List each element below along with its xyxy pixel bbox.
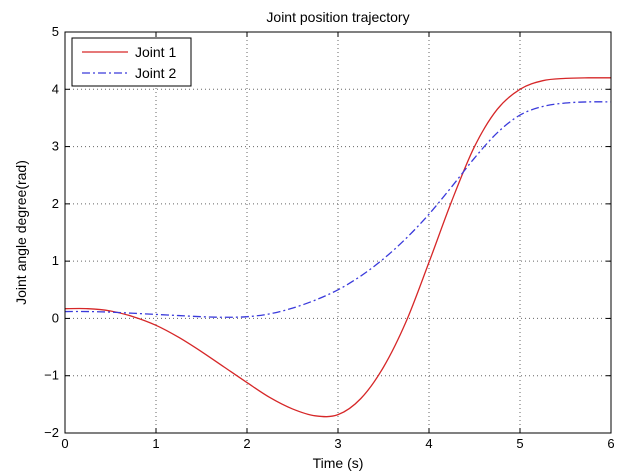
series-lines [64, 77, 612, 418]
x-tick-label: 3 [334, 436, 341, 451]
grid [65, 32, 611, 433]
y-tick-label: 4 [52, 81, 59, 96]
x-tick-label: 1 [152, 436, 159, 451]
series-line-joint-1 [64, 77, 612, 418]
x-tick-label: 6 [607, 436, 614, 451]
series-line-joint-2 [64, 101, 612, 318]
x-tick-label: 5 [516, 436, 523, 451]
legend-label-joint-1: Joint 1 [135, 44, 176, 60]
axis-ticks: 0 1 2 3 4 5 6 −2 −1 0 1 2 3 4 5 [44, 24, 614, 451]
chart-title: Joint position trajectory [266, 9, 409, 25]
y-tick-label: 2 [52, 196, 59, 211]
legend: Joint 1 Joint 2 [71, 37, 192, 87]
x-axis-title: Time (s) [313, 455, 364, 471]
legend-label-joint-2: Joint 2 [135, 65, 176, 81]
y-axis-title: Joint angle degree(rad) [13, 160, 29, 305]
y-tick-label: 1 [52, 253, 59, 268]
y-tick-label: 0 [52, 310, 59, 325]
y-tick-label: −2 [44, 425, 59, 440]
x-tick-label: 0 [61, 436, 68, 451]
y-tick-label: 3 [52, 139, 59, 154]
y-tick-label: 5 [52, 24, 59, 39]
x-tick-label: 2 [243, 436, 250, 451]
y-tick-label: −1 [44, 368, 59, 383]
x-tick-label: 4 [425, 436, 432, 451]
legend-box [71, 37, 192, 87]
